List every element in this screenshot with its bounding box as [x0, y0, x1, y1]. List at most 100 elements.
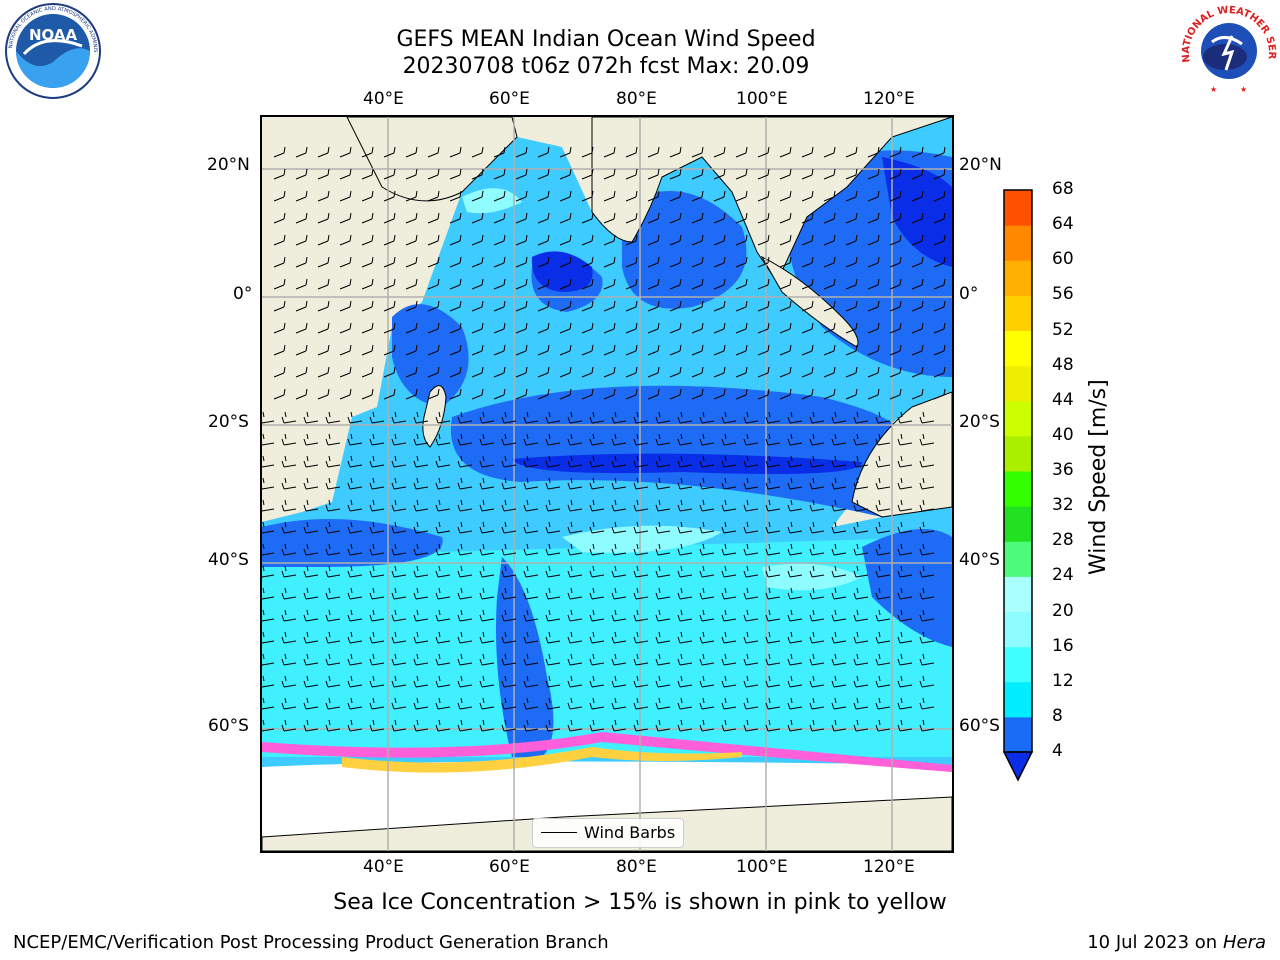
map-canvas [262, 117, 952, 851]
wind-barb [413, 719, 429, 732]
wind-barb [427, 190, 440, 202]
wind-barb [809, 653, 825, 666]
wind-barb [559, 146, 572, 158]
wind-barb [699, 675, 715, 688]
wind-barb [611, 477, 627, 490]
wind-barb [501, 521, 517, 534]
wind-barb [647, 146, 660, 158]
wind-barb [405, 256, 418, 268]
wind-barb [897, 675, 913, 688]
wind-barb [317, 388, 330, 400]
wind-barb [845, 168, 858, 180]
wind-barb [809, 499, 825, 512]
wind-barb [919, 697, 935, 710]
wind-barb [655, 499, 671, 512]
wind-barb [537, 344, 550, 356]
wind-barb [273, 344, 286, 356]
wind-barb [823, 190, 836, 202]
wind-barb [589, 455, 605, 468]
wind-barb [647, 278, 660, 290]
wind-barb [391, 653, 407, 666]
wind-barb [559, 322, 572, 334]
wind-barb [501, 631, 517, 644]
wind-barb [523, 477, 539, 490]
wind-barb [435, 565, 451, 578]
wind-barb [911, 168, 924, 180]
wind-barb [699, 499, 715, 512]
wind-barb [875, 521, 891, 534]
footer-date-text: 10 Jul 2023 on [1087, 932, 1223, 953]
wind-barb [699, 653, 715, 666]
wind-barb [655, 565, 671, 578]
wind-barb [515, 278, 528, 290]
wind-barb [567, 719, 583, 732]
wind-barb [317, 300, 330, 312]
wind-barb [699, 455, 715, 468]
wind-barb [603, 300, 616, 312]
wind-barb [457, 653, 473, 666]
wind-barb [281, 455, 297, 468]
wind-barb [647, 168, 660, 180]
wind-barb [655, 587, 671, 600]
wind-barb [435, 411, 451, 424]
wind-barb [677, 455, 693, 468]
wind-barb [919, 521, 935, 534]
wind-barb [603, 322, 616, 334]
wind-barb [823, 344, 836, 356]
wind-barb [875, 565, 891, 578]
wind-barb [581, 190, 594, 202]
wind-barb [779, 212, 792, 224]
wind-barb [897, 565, 913, 578]
wind-barb [515, 212, 528, 224]
wind-barb [493, 212, 506, 224]
wind-barb [743, 411, 759, 424]
wind-barb [743, 477, 759, 490]
wind-barb [853, 433, 869, 446]
wind-barb [655, 719, 671, 732]
wind-barb [317, 212, 330, 224]
wind-barb [515, 146, 528, 158]
ocean-low-wind [392, 304, 469, 407]
wind-barb [919, 675, 935, 688]
wind-barb [405, 388, 418, 400]
wind-barb [449, 256, 462, 268]
wind-barb [515, 344, 528, 356]
wind-barb [757, 278, 770, 290]
colorbar-tick-label: 36 [1052, 460, 1074, 480]
wind-barb [897, 719, 913, 732]
colorbar-swatch [1004, 506, 1032, 542]
wind-barb [809, 433, 825, 446]
wind-barb [889, 322, 902, 334]
wind-barb [479, 499, 495, 512]
wind-barb [501, 609, 517, 622]
sea-ice-edge [262, 732, 952, 772]
wind-barb [647, 212, 660, 224]
wind-barb [603, 344, 616, 356]
wind-barb [603, 146, 616, 158]
wind-barb [933, 366, 946, 378]
wind-barb [787, 587, 803, 600]
wind-barb [435, 477, 451, 490]
wind-barb [655, 697, 671, 710]
wind-barb [831, 477, 847, 490]
wind-barb [457, 543, 473, 556]
wind-barb [809, 411, 825, 424]
wind-barb [757, 388, 770, 400]
wind-barb [611, 543, 627, 556]
wind-barb [493, 168, 506, 180]
wind-barb [691, 146, 704, 158]
wind-barb [325, 477, 341, 490]
wind-barb [391, 675, 407, 688]
wind-barb [625, 234, 638, 246]
wind-barb [449, 344, 462, 356]
wind-barb [262, 587, 275, 600]
wind-barb [537, 366, 550, 378]
wind-barb [545, 521, 561, 534]
wind-barb [413, 631, 429, 644]
wind-barb [281, 411, 297, 424]
wind-barb [339, 344, 352, 356]
wind-barb [911, 146, 924, 158]
wind-barb [347, 411, 363, 424]
wind-barb [919, 499, 935, 512]
wind-barb [633, 697, 649, 710]
